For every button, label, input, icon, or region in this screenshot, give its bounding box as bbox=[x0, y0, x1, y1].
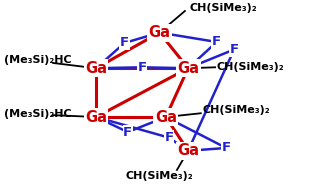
Text: Ga: Ga bbox=[85, 61, 107, 76]
Text: F: F bbox=[137, 61, 147, 74]
Text: (Me₃Si)₂HC: (Me₃Si)₂HC bbox=[4, 55, 71, 65]
Text: (Me₃Si)₂HC: (Me₃Si)₂HC bbox=[4, 109, 71, 119]
Text: F: F bbox=[230, 43, 239, 56]
Text: CH(SiMe₃)₂: CH(SiMe₃)₂ bbox=[126, 171, 193, 181]
Text: CH(SiMe₃)₂: CH(SiMe₃)₂ bbox=[190, 3, 257, 13]
Text: Ga: Ga bbox=[155, 109, 177, 125]
Text: Ga: Ga bbox=[149, 25, 170, 40]
Text: Ga: Ga bbox=[85, 109, 107, 125]
Text: CH(SiMe₃)₂: CH(SiMe₃)₂ bbox=[217, 62, 284, 72]
Text: F: F bbox=[165, 131, 174, 144]
Text: CH(SiMe₃)₂: CH(SiMe₃)₂ bbox=[202, 105, 270, 115]
Text: F: F bbox=[120, 36, 129, 49]
Text: F: F bbox=[123, 125, 132, 139]
Text: Ga: Ga bbox=[177, 61, 199, 76]
Text: F: F bbox=[222, 142, 231, 154]
Text: F: F bbox=[212, 36, 221, 48]
Text: Ga: Ga bbox=[177, 143, 199, 158]
